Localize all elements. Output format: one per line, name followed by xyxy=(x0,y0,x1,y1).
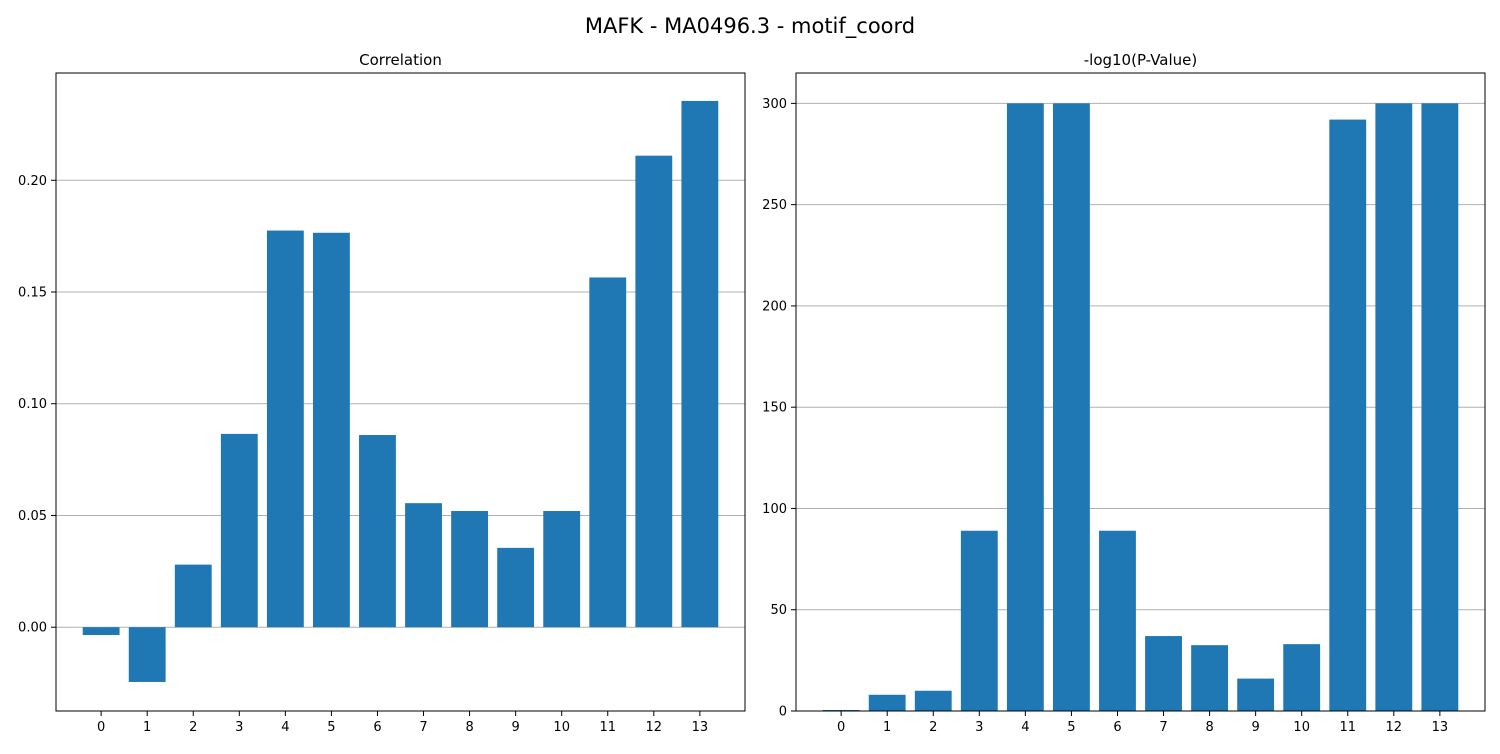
correlation-ytick-label: 0.00 xyxy=(18,621,47,636)
correlation-xtick-label: 12 xyxy=(646,720,663,735)
correlation-bar-6 xyxy=(359,435,396,628)
pvalue-bar-0 xyxy=(822,709,860,711)
correlation-bar-7 xyxy=(405,503,442,628)
pvalue-bar-3 xyxy=(960,530,998,711)
correlation-panel: Correlation 0.000.050.100.150.200 1 2 3 4 5 6 7… xyxy=(18,51,746,735)
pvalue-bar-8 xyxy=(1191,645,1229,711)
correlation-bar-8 xyxy=(451,510,489,628)
pvalue-xtick-label: 13 xyxy=(1432,720,1449,735)
pvalue-axes-frame xyxy=(795,72,1486,712)
pvalue-ytick-label: 200 xyxy=(762,299,787,314)
pvalue-xtick-label: 9 xyxy=(1251,720,1259,735)
pvalue-xtick-label: 0 xyxy=(837,720,845,735)
pvalue-ytick-label: 50 xyxy=(770,603,787,618)
pvalue-xtick-label: 10 xyxy=(1293,720,1310,735)
pvalue-ytick-label: 300 xyxy=(762,97,787,112)
pvalue-xtick-label: 7 xyxy=(1159,720,1167,735)
pvalue-ytick-label: 150 xyxy=(762,401,787,416)
correlation-ytick-label: 0.10 xyxy=(18,397,47,412)
correlation-xtick-label: 1 xyxy=(143,720,151,735)
correlation-xtick-label: 0 xyxy=(97,720,105,735)
pvalue-ytick-label: 100 xyxy=(762,502,787,517)
pvalue-xtick-label: 12 xyxy=(1386,720,1403,735)
pvalue-xtick-label: 11 xyxy=(1339,720,1356,735)
pvalue-bar-7 xyxy=(1145,636,1182,711)
correlation-xtick-label: 3 xyxy=(235,720,243,735)
pvalue-bar-9 xyxy=(1237,678,1275,711)
pvalue-bar-13 xyxy=(1421,103,1459,711)
pvalue-bar-11 xyxy=(1329,119,1367,712)
correlation-axes-frame xyxy=(55,72,746,712)
correlation-bar-13 xyxy=(681,100,719,628)
pvalue-bar-12 xyxy=(1375,103,1413,711)
pvalue-bar-1 xyxy=(868,694,906,711)
pvalue-xtick-label: 2 xyxy=(929,720,937,735)
correlation-bar-1 xyxy=(128,627,166,682)
correlation-bar-2 xyxy=(174,564,212,628)
correlation-xtick-label: 5 xyxy=(327,720,335,735)
correlation-xtick-label: 9 xyxy=(511,720,519,735)
correlation-xtick-label: 7 xyxy=(419,720,427,735)
correlation-xtick-label: 10 xyxy=(553,720,570,735)
correlation-bar-9 xyxy=(497,547,535,628)
correlation-xtick-label: 8 xyxy=(465,720,473,735)
correlation-bar-11 xyxy=(589,277,627,628)
pvalue-xtick-label: 4 xyxy=(1021,720,1029,735)
correlation-bar-10 xyxy=(543,510,581,628)
pvalue-bar-2 xyxy=(914,690,952,711)
correlation-xtick-label: 11 xyxy=(599,720,616,735)
pvalue-xtick-label: 1 xyxy=(883,720,891,735)
correlation-bar-12 xyxy=(635,155,673,628)
pvalue-xtick-label: 5 xyxy=(1067,720,1075,735)
correlation-xtick-label: 13 xyxy=(692,720,709,735)
correlation-xtick-label: 2 xyxy=(189,720,197,735)
correlation-bar-3 xyxy=(220,433,258,628)
correlation-ytick-label: 0.05 xyxy=(18,509,47,524)
pvalue-bar-10 xyxy=(1283,644,1321,711)
correlation-bar-5 xyxy=(312,232,350,628)
pvalue-title: -log10(P-Value) xyxy=(1084,51,1198,69)
pvalue-ytick-label: 250 xyxy=(762,198,787,213)
pvalue-xtick-label: 6 xyxy=(1113,720,1121,735)
pvalue-ytick-label: 0 xyxy=(779,705,787,720)
correlation-ytick-label: 0.15 xyxy=(18,285,47,300)
pvalue-bar-5 xyxy=(1052,103,1090,711)
pvalue-xtick-label: 3 xyxy=(975,720,983,735)
figure-title: MAFK - MA0496.3 - motif_coord xyxy=(585,14,915,39)
correlation-bar-4 xyxy=(266,230,304,628)
correlation-title: Correlation xyxy=(359,51,442,69)
correlation-xtick-label: 6 xyxy=(373,720,381,735)
correlation-bar-0 xyxy=(82,627,120,636)
correlation-xtick-label: 4 xyxy=(281,720,289,735)
correlation-ytick-label: 0.20 xyxy=(18,174,47,189)
pvalue-bar-4 xyxy=(1006,103,1044,711)
pvalue-bar-6 xyxy=(1099,530,1136,711)
pvalue-xtick-label: 8 xyxy=(1205,720,1213,735)
